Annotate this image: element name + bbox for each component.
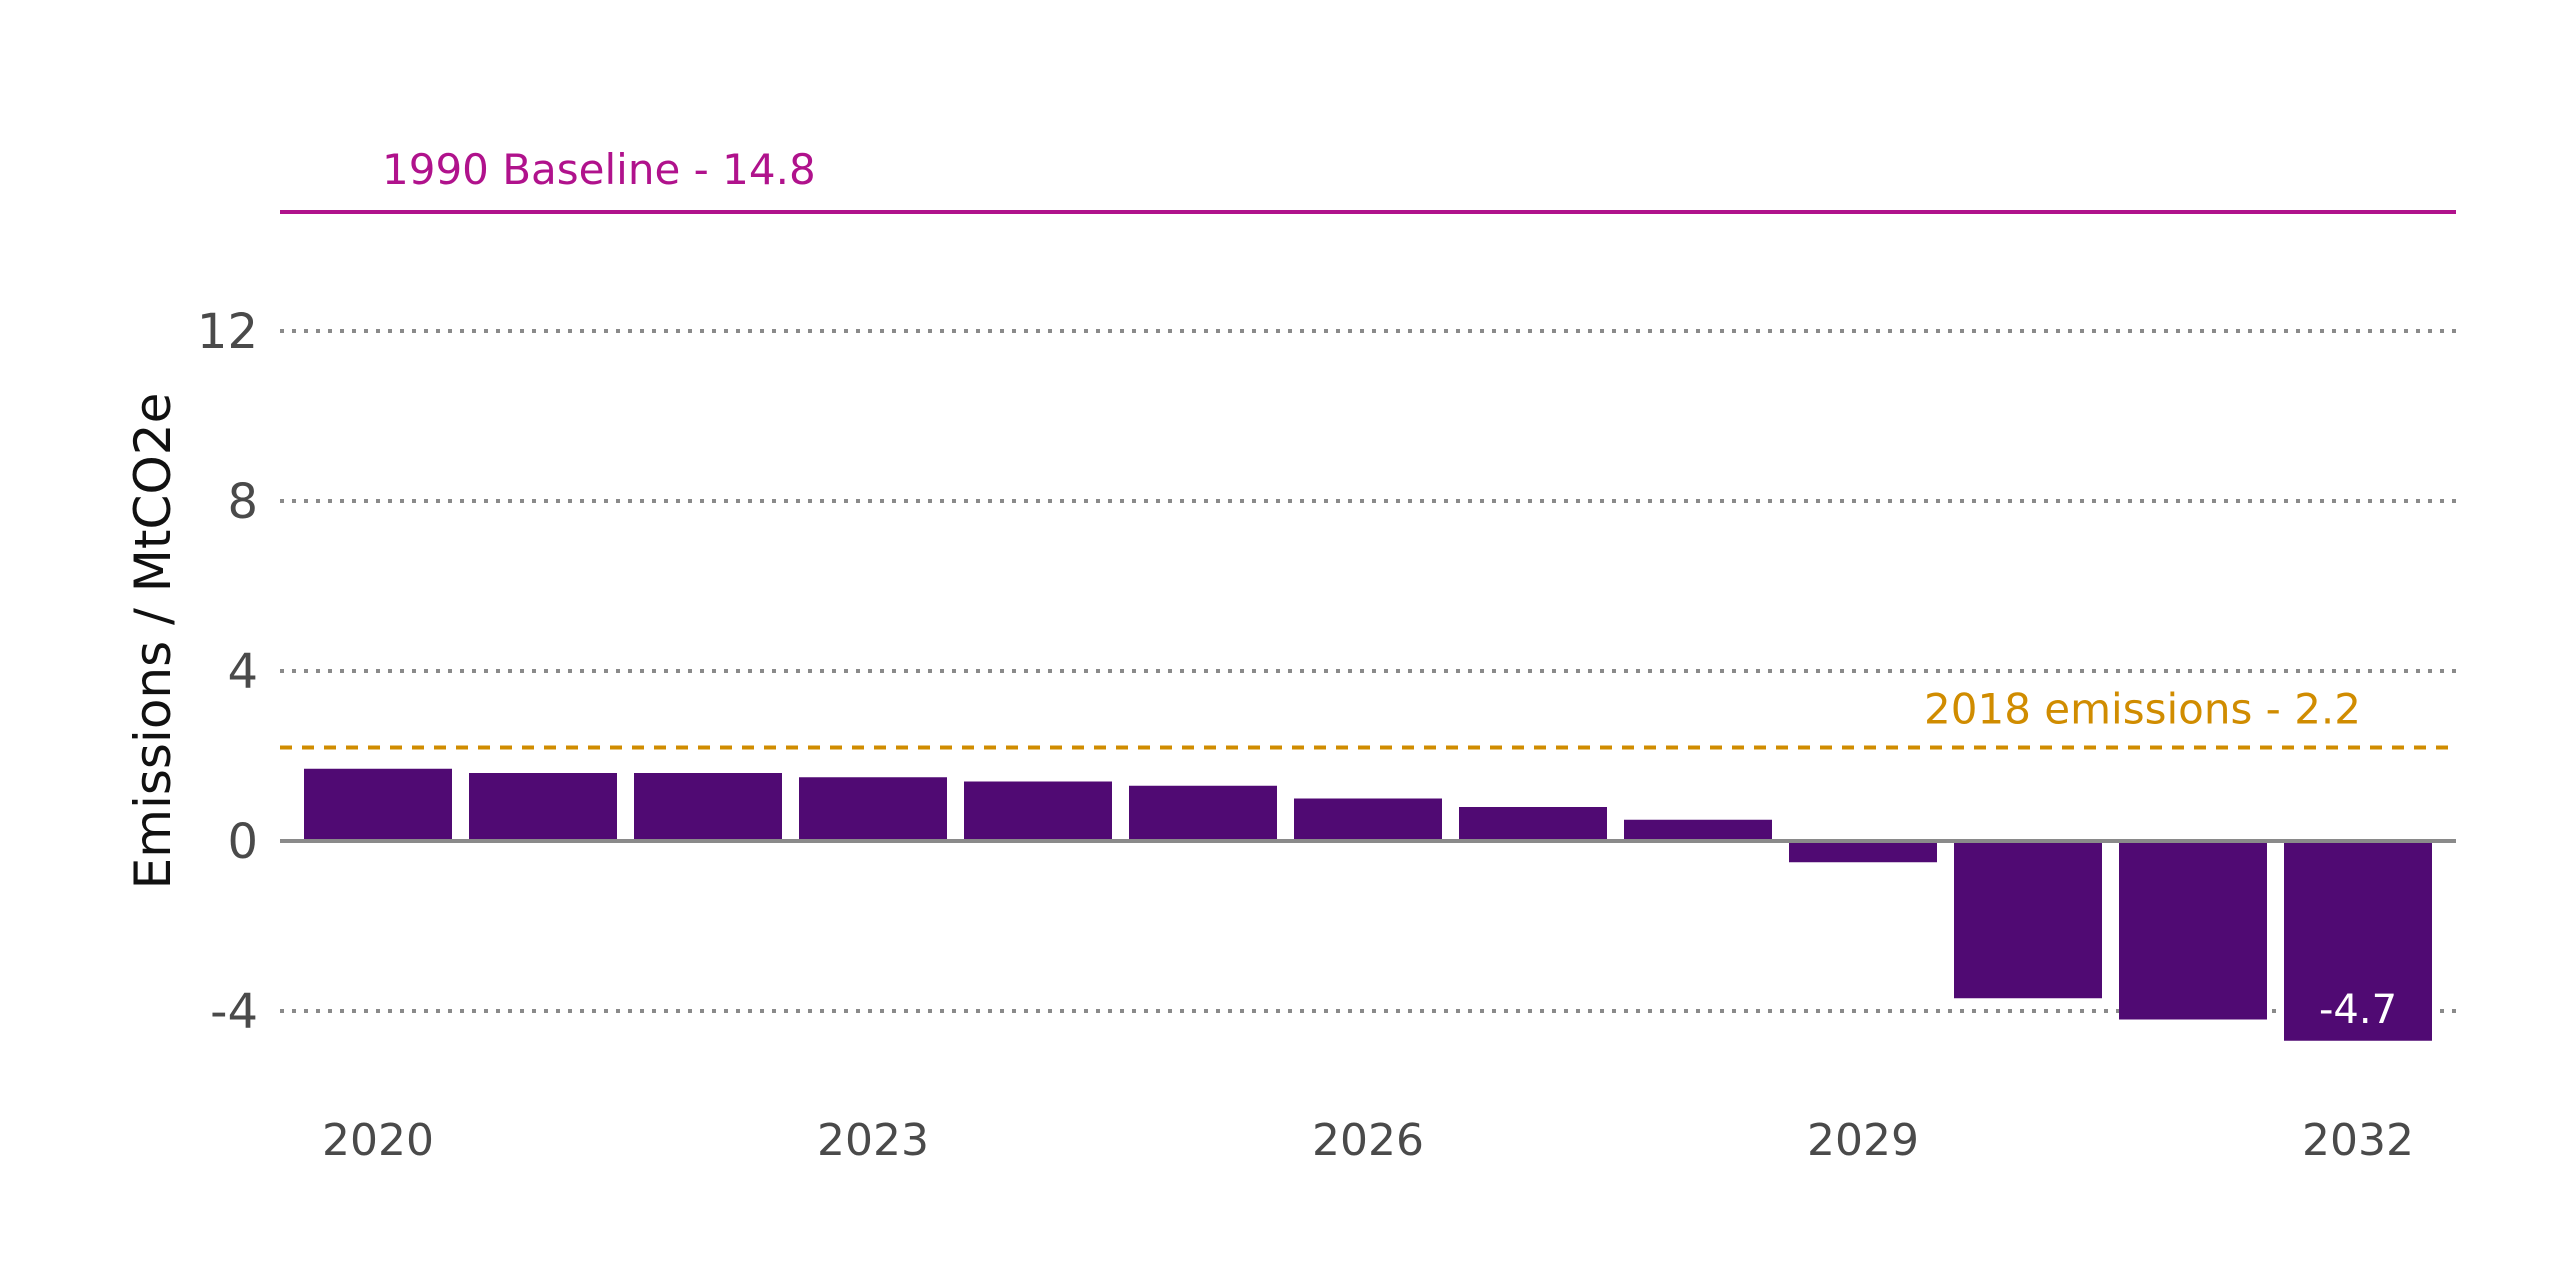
bar-2032 bbox=[2284, 841, 2432, 1041]
bar-2022 bbox=[634, 773, 782, 841]
x-tick-label: 2029 bbox=[1807, 1115, 1919, 1166]
reference-label: 2018 emissions - 2.2 bbox=[1924, 685, 2361, 734]
bar-2024 bbox=[964, 781, 1112, 841]
bar-2025 bbox=[1129, 785, 1277, 841]
x-tick-label: 2023 bbox=[817, 1115, 929, 1166]
bar-2020 bbox=[304, 768, 452, 841]
bar-2029 bbox=[1789, 841, 1937, 863]
bar-2027 bbox=[1459, 807, 1607, 841]
bar-2021 bbox=[469, 773, 617, 841]
x-tick-label: 2032 bbox=[2302, 1115, 2414, 1166]
y-tick-label: 0 bbox=[227, 814, 258, 870]
bar-2023 bbox=[799, 777, 947, 841]
bar-2028 bbox=[1624, 819, 1772, 841]
bar-2026 bbox=[1294, 798, 1442, 841]
y-tick-label: 4 bbox=[227, 644, 258, 700]
reference-lines: 1990 Baseline - 14.8 2018 emissions - 2.2 bbox=[280, 145, 2456, 750]
bar-2031 bbox=[2119, 841, 2267, 1020]
y-tick-label: -4 bbox=[210, 984, 258, 1040]
x-tick-label: 2026 bbox=[1312, 1115, 1424, 1166]
gridlines bbox=[280, 329, 2456, 1013]
y-tick-label: 8 bbox=[227, 474, 258, 530]
y-axis-ticks: -4 0 4 8 12 bbox=[197, 304, 258, 1040]
y-tick-label: 12 bbox=[197, 304, 258, 360]
bar-2030 bbox=[1954, 841, 2102, 999]
reference-label: 1990 Baseline - 14.8 bbox=[382, 145, 816, 194]
data-label: -4.7 bbox=[2319, 987, 2397, 1033]
data-labels: -4.7 bbox=[2319, 987, 2397, 1033]
x-axis-ticks: 2020 2023 2026 2029 2032 bbox=[322, 1115, 2414, 1166]
x-tick-label: 2020 bbox=[322, 1115, 434, 1166]
bars bbox=[304, 768, 2432, 1041]
y-axis-title: Emissions / MtCO2e bbox=[124, 393, 182, 890]
